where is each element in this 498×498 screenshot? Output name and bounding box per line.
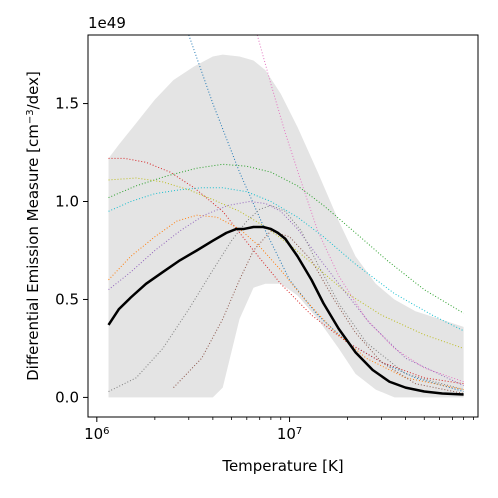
series-line-9 [108,204,464,392]
y-tick-label: 1.0 [55,193,79,211]
series-line-4 [108,163,464,314]
y-tick-label: 0.0 [55,388,79,406]
plot-area [107,35,464,398]
y-tick-label: 0.5 [55,290,79,308]
series-line-1 [188,35,464,393]
x-tick-label: 107 [277,425,302,443]
x-tick-label: 106 [84,425,109,443]
y-offset-text: 1e49 [88,14,126,32]
series-line-8 [108,201,464,387]
plot-frame [87,34,479,418]
y-axis-label: Differential Emission Measure [cm−3/dex] [24,71,42,381]
y-tick-label: 1.5 [55,95,79,113]
series-line-5 [108,177,464,349]
tick-layer: 0.0 0.5 1.0 1.5 106 107 [55,95,474,443]
x-axis-label: Temperature [K] [221,457,343,475]
mean-dem-line [107,225,464,396]
spread-band [108,54,464,398]
